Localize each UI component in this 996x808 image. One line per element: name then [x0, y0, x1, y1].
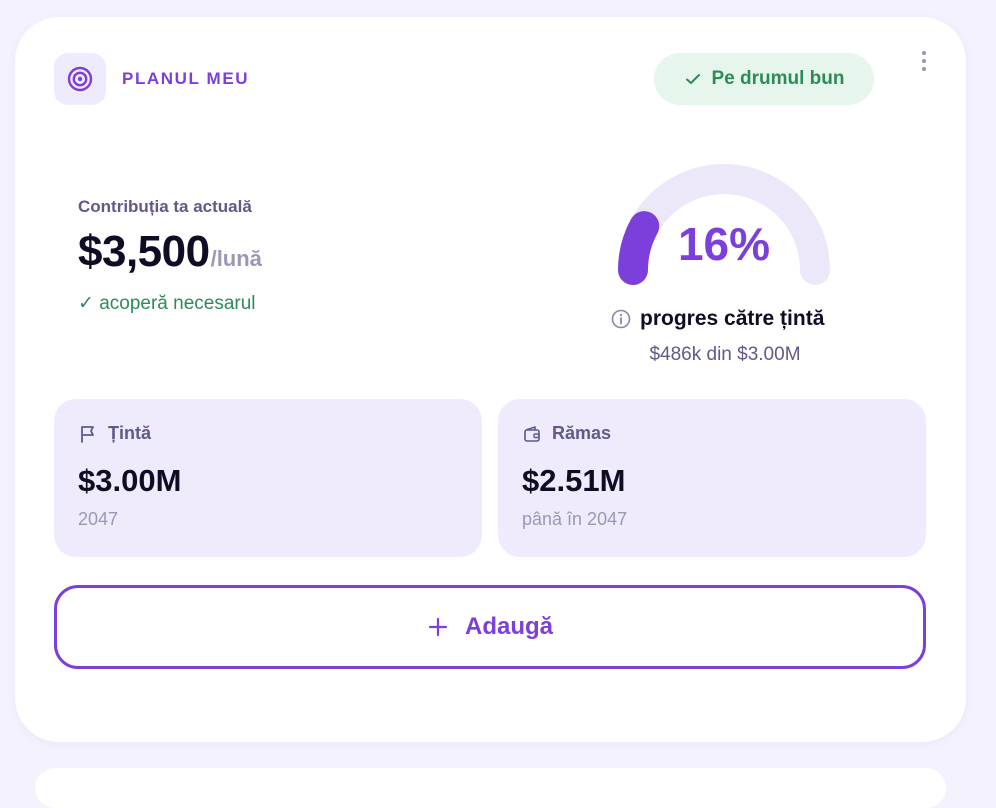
flag-icon	[81, 425, 94, 443]
remaining-value: $2.51M	[522, 463, 626, 498]
plan-logo	[54, 53, 106, 105]
plus-icon	[428, 617, 448, 637]
target-icon	[67, 66, 93, 92]
progress-detail: $486k din $3.00M	[649, 344, 801, 365]
remaining-detail: până în 2047	[522, 509, 628, 529]
target-value: $3.00M	[78, 463, 182, 498]
contribution-amount: $3,500 /lună	[78, 227, 262, 277]
progress-caption-label: progres către țintă	[640, 307, 825, 330]
plan-title: PLANUL MEU	[122, 69, 250, 88]
progress-caption: progres către țintă	[611, 307, 824, 331]
add-button-label: Adaugă	[464, 613, 553, 640]
check-icon	[685, 74, 700, 84]
wallet-icon	[524, 425, 540, 442]
status-label: Pe drumul bun	[711, 68, 845, 89]
progress-percent: 16%	[677, 218, 771, 270]
plan-card: PLANUL MEU Pe drumul bun Contribuția ta …	[15, 17, 966, 742]
next-card	[35, 768, 946, 808]
more-vertical-icon[interactable]	[910, 47, 938, 75]
target-year: 2047	[78, 509, 119, 529]
gauge-fill	[618, 211, 660, 285]
target-label: Țintă	[108, 423, 151, 443]
remaining-label: Rămas	[552, 423, 612, 443]
remaining-tile: Rămas $2.51M până în 2047	[498, 399, 926, 557]
info-icon[interactable]	[611, 309, 631, 329]
add-button[interactable]: Adaugă	[54, 585, 926, 669]
remaining-header: Rămas	[522, 423, 611, 444]
contribution-label: Contribuția ta actuală	[78, 197, 252, 216]
contribution-note: ✓ acoperă necesarul	[78, 293, 256, 314]
target-header: Țintă	[78, 423, 151, 444]
progress-gauge	[618, 164, 830, 285]
target-tile: Țintă $3.00M 2047	[54, 399, 482, 557]
contribution-value: $3,500	[78, 227, 210, 276]
status-badge: Pe drumul bun	[654, 53, 874, 105]
contribution-unit: /lună	[210, 246, 262, 271]
